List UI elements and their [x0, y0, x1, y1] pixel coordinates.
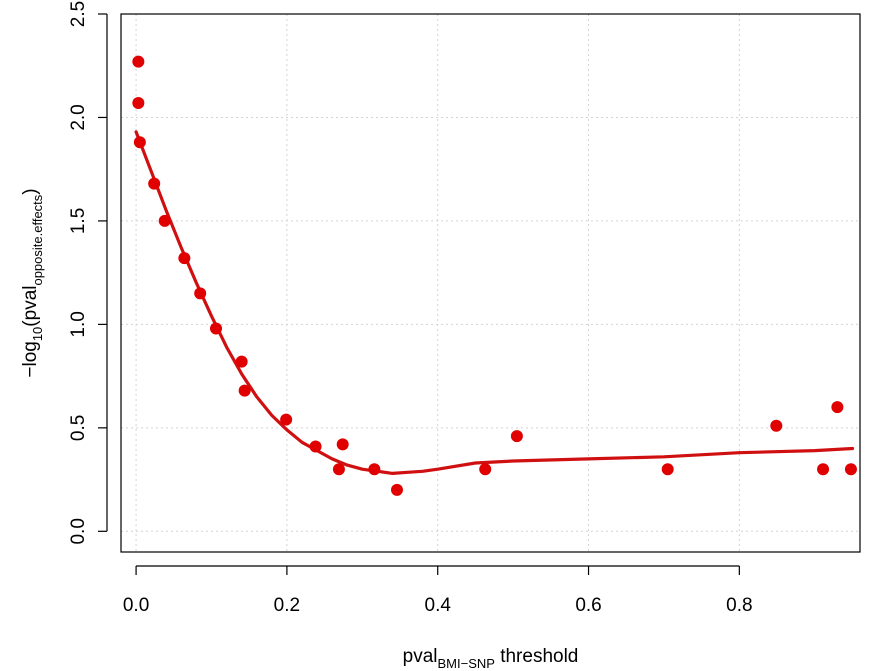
data-point	[158, 214, 171, 227]
y-tick-label: 2.5	[68, 1, 89, 27]
data-point	[479, 463, 492, 476]
plot-frame	[120, 13, 861, 553]
data-point	[817, 463, 830, 476]
data-point	[770, 419, 783, 432]
x-axis-title: pvalBMI−SNP threshold	[403, 646, 579, 671]
x-axis: 0.0 0.2 0.4 0.6 0.8	[123, 565, 753, 616]
data-point	[194, 287, 207, 300]
data-point	[661, 463, 674, 476]
data-point	[280, 413, 293, 426]
data-points-layer	[132, 55, 857, 496]
data-point	[844, 463, 857, 476]
data-point	[132, 96, 145, 109]
data-point	[332, 463, 345, 476]
x-tick-label: 0.8	[726, 595, 752, 616]
y-tick-label: 1.0	[68, 311, 89, 337]
x-tick-label: 0.0	[123, 595, 149, 616]
data-point	[390, 483, 403, 496]
smooth-line-layer	[134, 130, 855, 475]
data-point	[238, 384, 251, 397]
y-tick-label: 2.0	[68, 104, 89, 130]
data-point	[148, 177, 161, 190]
data-point	[132, 55, 145, 68]
y-axis-title-prefix: −log	[20, 341, 41, 377]
y-axis-title: −log10(pvalopposite.effects)	[20, 188, 45, 377]
y-axis: 0.0 0.5 1.0 1.5 2.0 2.5	[68, 1, 108, 545]
data-point	[831, 401, 844, 414]
data-point	[210, 322, 223, 335]
smooth-trend-line	[134, 130, 855, 475]
data-point	[178, 252, 191, 265]
y-axis-title-close: )	[20, 188, 41, 194]
data-point	[510, 430, 523, 443]
y-axis-title-subscript-base: 10	[30, 327, 45, 341]
data-point	[336, 438, 349, 451]
x-axis-title-main: pval	[403, 646, 438, 667]
x-axis-title-rest: threshold	[495, 646, 578, 667]
data-point	[133, 136, 146, 149]
y-axis-title-subscript: opposite.effects	[30, 194, 45, 285]
y-axis-title-open: (pval	[20, 286, 41, 327]
data-point	[235, 355, 248, 368]
y-tick-label: 0.5	[68, 415, 89, 441]
x-tick-label: 0.2	[274, 595, 300, 616]
y-tick-label: 1.5	[68, 208, 89, 234]
data-point	[368, 463, 381, 476]
data-point	[309, 440, 322, 453]
x-tick-label: 0.4	[425, 595, 452, 616]
x-axis-title-subscript: BMI−SNP	[437, 656, 494, 671]
x-tick-label: 0.6	[575, 595, 601, 616]
y-tick-label: 0.0	[68, 518, 89, 544]
